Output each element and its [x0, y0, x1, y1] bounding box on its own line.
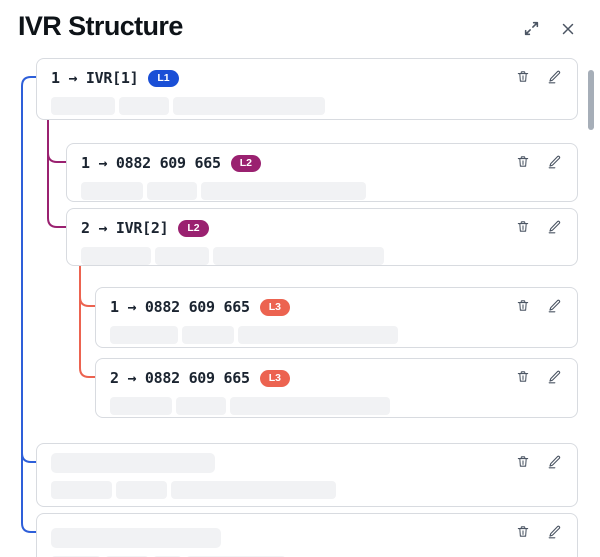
skeleton-bar	[173, 97, 325, 115]
scrollbar-thumb[interactable]	[588, 70, 594, 130]
skeleton-bar	[238, 326, 398, 344]
node-title: 1 → 0882 609 665	[81, 154, 221, 172]
skeleton-bar	[201, 182, 366, 200]
skeleton-title	[51, 453, 215, 473]
skeleton-bar	[51, 97, 115, 115]
skeleton-bar	[110, 326, 178, 344]
skeleton-bar	[230, 397, 390, 415]
level-badge: L2	[178, 219, 209, 237]
ivr-node-card-loading	[36, 443, 578, 507]
delete-button[interactable]	[514, 217, 532, 236]
delete-button[interactable]	[514, 152, 532, 171]
pencil-icon	[547, 220, 562, 237]
pencil-icon	[547, 155, 562, 172]
skeleton-bar	[119, 97, 169, 115]
header-controls	[521, 18, 578, 39]
skeleton-row	[110, 326, 563, 344]
skeleton-row	[81, 182, 563, 200]
skeleton-row	[51, 481, 563, 499]
ivr-node-card: 1 → 0882 609 665 L3	[95, 287, 578, 348]
connector-level3-line	[79, 266, 95, 378]
edit-button[interactable]	[545, 217, 564, 236]
connector-level1-line	[21, 76, 36, 533]
level-badge: L2	[230, 154, 261, 172]
node-title: 1 → IVR[1]	[51, 69, 139, 87]
skeleton-bar	[176, 397, 226, 415]
skeleton-bar	[110, 397, 172, 415]
skeleton-row	[51, 97, 563, 115]
skeleton-bar	[147, 182, 197, 200]
pencil-icon	[547, 455, 562, 472]
delete-button[interactable]	[514, 67, 532, 86]
delete-button[interactable]	[514, 522, 532, 541]
skeleton-row	[110, 397, 563, 415]
ivr-node-card-loading	[36, 513, 578, 557]
skeleton-bar	[51, 481, 112, 499]
trash-icon	[516, 221, 530, 237]
trash-icon	[516, 526, 530, 542]
ivr-node-card: 1 → 0882 609 665 L2	[66, 143, 578, 202]
pencil-icon	[547, 70, 562, 87]
trash-icon	[516, 456, 530, 472]
delete-button[interactable]	[514, 296, 532, 315]
edit-button[interactable]	[545, 452, 564, 471]
skeleton-row	[81, 247, 563, 265]
level-badge: L3	[259, 298, 290, 316]
edit-button[interactable]	[545, 296, 564, 315]
node-title: 2 → IVR[2]	[81, 219, 169, 237]
edit-button[interactable]	[545, 522, 564, 541]
skeleton-bar	[116, 481, 167, 499]
skeleton-bar	[182, 326, 234, 344]
ivr-node-card: 1 → IVR[1] L1	[36, 58, 578, 120]
close-button[interactable]	[558, 19, 578, 39]
edit-button[interactable]	[545, 152, 564, 171]
connector-level2-line	[47, 120, 66, 228]
delete-button[interactable]	[514, 367, 532, 386]
trash-icon	[516, 156, 530, 172]
edit-button[interactable]	[545, 67, 564, 86]
ivr-node-card: 2 → 0882 609 665 L3	[95, 358, 578, 418]
expand-button[interactable]	[521, 18, 542, 39]
expand-icon	[523, 21, 540, 40]
node-title: 2 → 0882 609 665	[110, 369, 250, 387]
ivr-node-card: 2 → IVR[2] L2	[66, 208, 578, 266]
pencil-icon	[547, 299, 562, 316]
trash-icon	[516, 300, 530, 316]
skeleton-title	[51, 528, 221, 548]
node-title: 1 → 0882 609 665	[110, 298, 250, 316]
skeleton-bar	[213, 247, 384, 265]
skeleton-bar	[81, 247, 151, 265]
trash-icon	[516, 71, 530, 87]
level-badge: L3	[259, 369, 290, 387]
edit-button[interactable]	[545, 367, 564, 386]
level-badge: L1	[148, 69, 179, 87]
pencil-icon	[547, 370, 562, 387]
delete-button[interactable]	[514, 452, 532, 471]
skeleton-bar	[171, 481, 336, 499]
skeleton-bar	[155, 247, 209, 265]
pencil-icon	[547, 525, 562, 542]
skeleton-bar	[81, 182, 143, 200]
trash-icon	[516, 371, 530, 387]
close-icon	[560, 23, 576, 40]
page-title: IVR Structure	[18, 11, 183, 41]
